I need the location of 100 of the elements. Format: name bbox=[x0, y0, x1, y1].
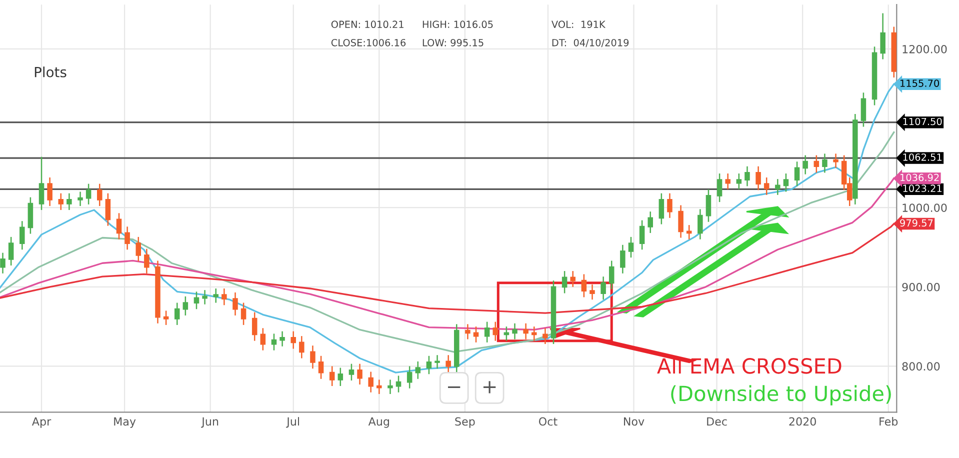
ref-line-label: 1107.50 bbox=[903, 118, 942, 126]
candlestick bbox=[639, 220, 645, 250]
candlestick bbox=[775, 178, 780, 196]
candlestick bbox=[357, 363, 362, 386]
annotation: VOL: 191K bbox=[552, 20, 606, 28]
candlestick bbox=[232, 292, 238, 316]
candlestick bbox=[376, 379, 382, 395]
x-tick-label: Jun bbox=[201, 417, 218, 428]
x-tick-label: Aug bbox=[368, 417, 389, 428]
candlestick bbox=[620, 244, 626, 274]
candlestick bbox=[252, 312, 258, 342]
annotation: 979.57 bbox=[900, 219, 933, 227]
candlestick bbox=[473, 326, 479, 344]
candlestick bbox=[446, 354, 451, 374]
candlestick bbox=[222, 288, 227, 306]
annotation: + bbox=[483, 381, 496, 394]
candlestick bbox=[581, 274, 587, 298]
candlestick bbox=[78, 191, 83, 207]
x-tick-label: May bbox=[114, 417, 136, 428]
candlestick bbox=[492, 321, 498, 342]
annotation: DT: 04/10/2019 bbox=[552, 38, 629, 48]
candlestick bbox=[299, 335, 304, 359]
candlestick bbox=[329, 366, 335, 387]
annotation: Plots bbox=[34, 66, 66, 78]
annotation: (Downside to Upside) bbox=[671, 385, 891, 406]
candlestick bbox=[415, 360, 421, 380]
candlestick bbox=[764, 176, 770, 196]
candlestick bbox=[531, 326, 537, 342]
candlestick bbox=[542, 328, 548, 345]
candlestick bbox=[318, 355, 324, 380]
candlestick bbox=[484, 321, 490, 344]
y-tick-label: 1200.00 bbox=[902, 44, 947, 54]
candlestick bbox=[678, 204, 684, 238]
candlestick bbox=[368, 371, 374, 393]
candlestick bbox=[465, 324, 470, 340]
candlestick bbox=[86, 183, 92, 206]
candlestick bbox=[744, 166, 750, 187]
candlestick bbox=[686, 224, 692, 240]
candlestick bbox=[658, 192, 664, 225]
candlestick bbox=[8, 236, 14, 266]
candlestick bbox=[716, 172, 722, 203]
candlestick bbox=[406, 366, 412, 390]
candlestick bbox=[28, 196, 34, 234]
candlestick bbox=[280, 330, 285, 348]
x-tick-label: Jul bbox=[286, 417, 300, 428]
candlestick bbox=[260, 328, 266, 351]
candlestick bbox=[20, 220, 25, 250]
candlestick bbox=[822, 153, 828, 174]
candlestick bbox=[426, 355, 432, 375]
candlestick bbox=[290, 330, 296, 350]
candlestick bbox=[348, 363, 354, 382]
candlestick bbox=[814, 154, 820, 174]
candlestick bbox=[240, 302, 246, 326]
candlestick bbox=[590, 284, 595, 300]
candlestick bbox=[698, 208, 703, 240]
x-tick-label: Dec bbox=[707, 417, 727, 426]
candlestick bbox=[136, 236, 142, 262]
candlestick bbox=[388, 379, 393, 395]
candlestick bbox=[338, 367, 344, 387]
annotation: CLOSE:1006.16 bbox=[331, 38, 406, 46]
y-tick-label: 1000.00 bbox=[902, 204, 947, 212]
line-series bbox=[0, 131, 895, 353]
candlestick bbox=[833, 153, 838, 169]
candlestick bbox=[736, 172, 742, 190]
candlestick bbox=[570, 270, 576, 288]
annotation: 1155.70 bbox=[900, 80, 940, 87]
candlestick bbox=[194, 291, 200, 310]
candlestick bbox=[802, 154, 808, 175]
x-tick-label: Sep bbox=[455, 417, 475, 428]
candlestick bbox=[310, 344, 316, 370]
candlestick bbox=[396, 375, 402, 393]
candlestick bbox=[47, 176, 52, 207]
candlestick bbox=[116, 212, 122, 240]
candlestick bbox=[562, 270, 568, 294]
candlestick bbox=[38, 156, 44, 211]
candlestick bbox=[182, 296, 188, 316]
candlestick bbox=[523, 322, 528, 340]
candlestick bbox=[512, 322, 518, 340]
candlestick bbox=[271, 333, 277, 351]
candlestick bbox=[794, 160, 800, 187]
annotation: − bbox=[448, 386, 460, 388]
candlestick bbox=[608, 260, 614, 290]
candlestick bbox=[0, 252, 6, 274]
candlestick bbox=[860, 92, 866, 128]
candlestick bbox=[202, 289, 208, 305]
candlestick bbox=[58, 192, 64, 211]
candlestick bbox=[725, 172, 730, 190]
candlestick bbox=[628, 236, 634, 258]
annotation: 1036.92 bbox=[900, 174, 939, 182]
candlestick bbox=[504, 326, 510, 342]
candlestick bbox=[96, 183, 102, 207]
candlestick bbox=[667, 192, 672, 219]
annotation: LOW: 995.15 bbox=[422, 38, 484, 46]
y-tick-label: 900.00 bbox=[902, 282, 940, 292]
ref-line-label: 1023.21 bbox=[903, 184, 942, 192]
candlestick bbox=[144, 248, 150, 274]
candlestick bbox=[783, 172, 789, 192]
candlestick bbox=[880, 12, 886, 60]
x-tick-label: Feb bbox=[880, 417, 898, 426]
candlestick bbox=[124, 226, 130, 250]
